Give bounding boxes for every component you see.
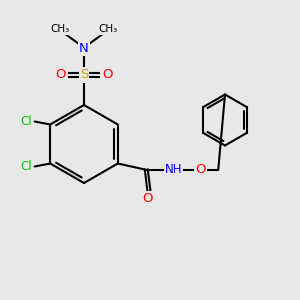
Text: O: O <box>142 192 153 206</box>
Text: N: N <box>79 41 89 55</box>
Text: Cl: Cl <box>20 115 32 128</box>
Text: O: O <box>195 163 206 176</box>
Text: Cl: Cl <box>20 160 32 173</box>
Text: NH: NH <box>164 163 182 176</box>
Text: CH₃: CH₃ <box>98 24 118 34</box>
Text: S: S <box>80 68 88 82</box>
Text: O: O <box>56 68 66 82</box>
Text: O: O <box>102 68 113 82</box>
Text: CH₃: CH₃ <box>50 24 70 34</box>
